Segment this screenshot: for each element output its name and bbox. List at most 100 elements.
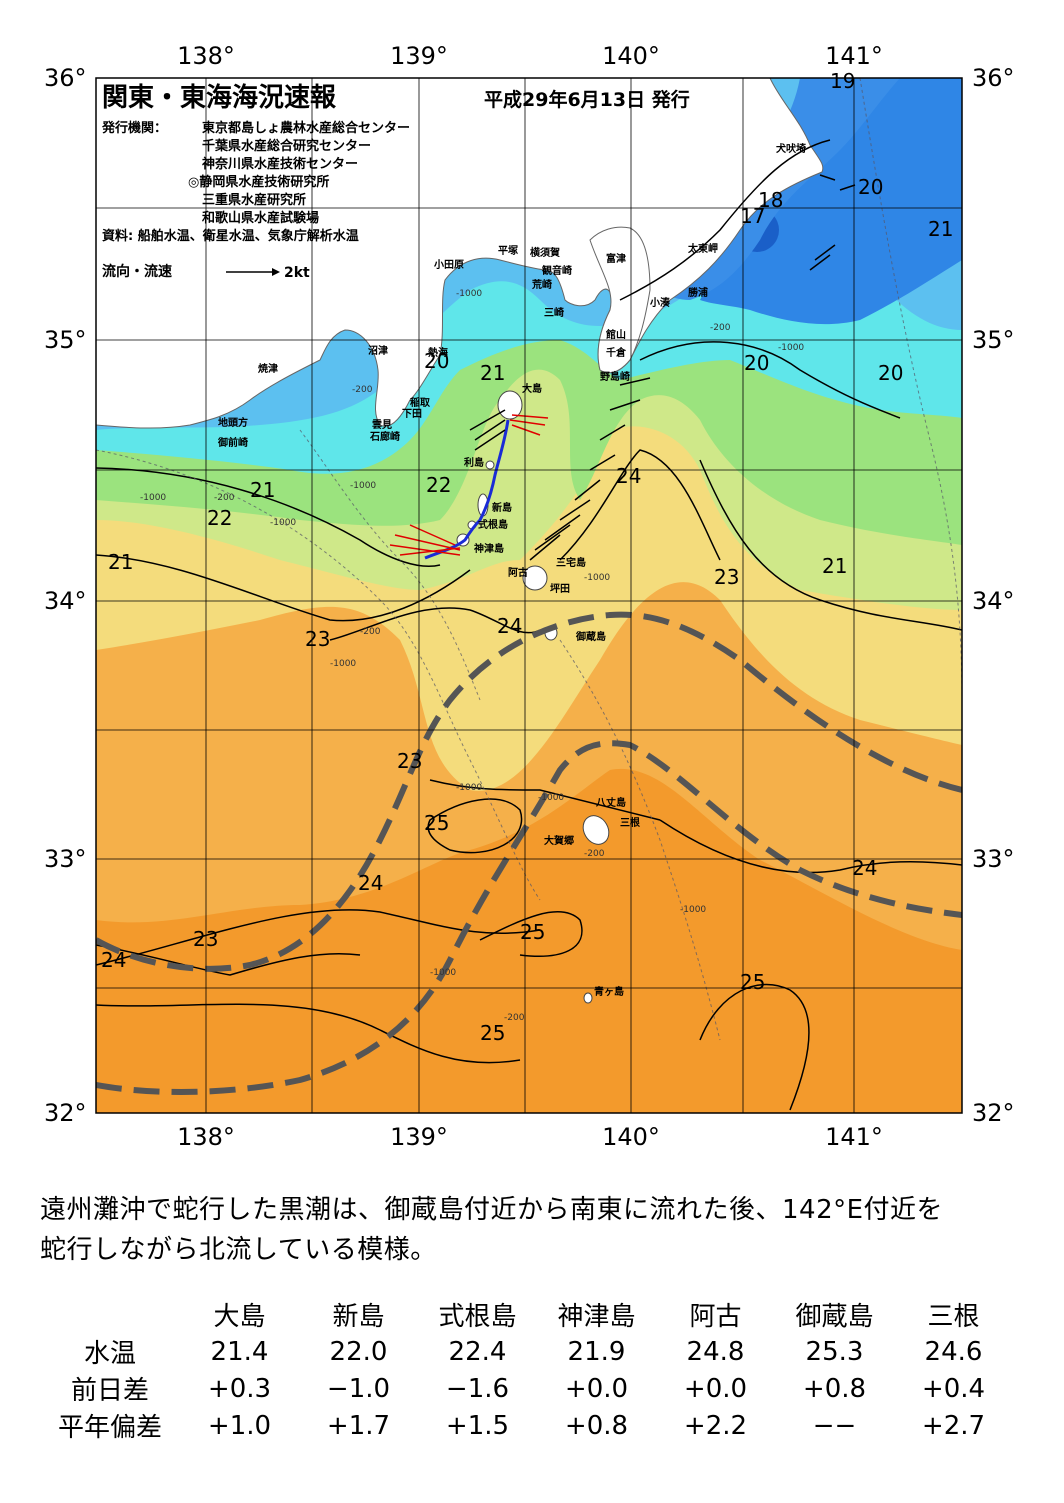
place-taitomisaki: 太東岬 [687, 242, 718, 255]
place-arasaki: 荒崎 [531, 278, 552, 291]
normal-diff-value: +1.7 [326, 1410, 391, 1441]
publisher-tokyo: 東京都島しょ農林水産総合センター [202, 120, 410, 136]
depth-label: -1000 [350, 481, 376, 491]
island-hachijojima [582, 815, 610, 845]
island-oshima [497, 390, 523, 420]
lon-label-top-140: 140° [602, 42, 660, 70]
place-kannonzaki: 観音崎 [542, 264, 572, 277]
station-header: 新島 [332, 1302, 385, 1332]
normal-diff-value: +0.8 [564, 1410, 629, 1441]
iso-label: 19 [830, 69, 855, 93]
place-okago: 大賀郷 [544, 834, 574, 847]
place-atami: 熱海 [428, 346, 448, 359]
iso-label: 25 [520, 920, 545, 944]
depth-label: -200 [352, 385, 373, 395]
iso-label: 21 [480, 361, 505, 385]
island-toshima [485, 460, 495, 470]
place-mikurajima: 御蔵島 [575, 630, 606, 643]
observation-table: 大島 新島 式根島 神津島 阿古 御蔵島 三根 水温 21.4 22.0 22.… [40, 1296, 1013, 1444]
place-katsuura: 勝浦 [688, 286, 708, 299]
depth-label: -1000 [778, 343, 804, 353]
lat-label-right-35: 35° [972, 326, 1015, 354]
lat-label-left-34: 34° [44, 587, 87, 615]
place-oshima: 大島 [522, 382, 542, 395]
iso-label: 18 [758, 188, 783, 212]
depth-label: -1000 [430, 968, 456, 978]
island-aogashima [583, 992, 593, 1004]
day-diff-value: −1.6 [445, 1373, 510, 1404]
temp-value: 24.8 [686, 1336, 745, 1367]
graticule [96, 78, 962, 1113]
lat-label-right-33: 33° [972, 845, 1015, 873]
issue-date: 平成29年6月13日 発行 [484, 88, 690, 111]
place-yokosuka: 横須賀 [530, 246, 560, 259]
place-inatori: 稲取 [410, 396, 431, 409]
place-shikinejima: 式根島 [478, 518, 508, 531]
place-mitsune: 三根 [620, 816, 640, 829]
place-hiratsuka: 平塚 [498, 244, 518, 257]
place-yaizu: 焼津 [258, 362, 278, 375]
iso-label: 23 [193, 927, 218, 951]
row-label-day-diff: 前日差 [70, 1376, 149, 1406]
island-miyakejima [522, 565, 548, 591]
day-diff-value: +0.0 [683, 1373, 748, 1404]
kuroshio-axis [96, 611, 962, 1095]
depth-label: -1000 [330, 659, 356, 669]
iso-label: 22 [426, 473, 451, 497]
station-header: 御蔵島 [795, 1302, 874, 1332]
iso-label: 24 [616, 464, 641, 488]
day-diff-value: +0.8 [802, 1373, 867, 1404]
depth-label: -200 [214, 493, 235, 503]
lat-label-left-33: 33° [44, 845, 87, 873]
table-header-row: 大島 新島 式根島 神津島 阿古 御蔵島 三根 [40, 1296, 1013, 1333]
temp-value: 22.4 [448, 1336, 507, 1367]
iso-label: 21 [822, 554, 847, 578]
row-label-temp: 水温 [83, 1339, 136, 1369]
lon-label-bottom-140: 140° [602, 1123, 660, 1151]
iso-label: 21 [928, 217, 953, 241]
lon-label-bottom-139: 139° [390, 1123, 448, 1151]
iso-label: 23 [714, 565, 739, 589]
iso-label: 17 [740, 204, 765, 228]
iso-label: 20 [744, 351, 769, 375]
station-header: 阿古 [689, 1302, 742, 1332]
iso-label: 24 [852, 856, 877, 880]
lon-label-top-141: 141° [825, 42, 883, 70]
iso-label: 24 [497, 614, 522, 638]
place-tateyama: 館山 [605, 328, 626, 341]
publisher-mie: 三重県水産研究所 [202, 192, 306, 208]
ship-track [424, 419, 510, 560]
place-ako: 阿古 [508, 566, 528, 579]
place-mera: 雲見 [372, 419, 392, 431]
normal-diff-value: +2.2 [683, 1410, 748, 1441]
depth-label: -200 [504, 1013, 525, 1023]
publisher-shizuoka: ◎静岡県水産技術研究所 [188, 174, 329, 190]
station-header: 三根 [927, 1302, 980, 1332]
temp-value: 21.9 [567, 1336, 626, 1367]
iso-label: 21 [250, 478, 275, 502]
iso-label: 20 [858, 175, 883, 199]
station-header: 神津島 [557, 1302, 636, 1332]
place-futtsu: 富津 [606, 252, 626, 265]
depth-label: -1000 [140, 493, 166, 503]
isotherm-lines [96, 139, 962, 1111]
place-aogashima: 青ヶ島 [594, 985, 624, 998]
iso-label: 21 [108, 550, 133, 574]
place-inubozaki: 犬吠埼 [776, 142, 806, 155]
iso-label: 25 [480, 1021, 505, 1045]
current-vectors-red [389, 414, 549, 556]
publisher-chiba: 千葉県水産総合研究センター [202, 138, 371, 154]
depth-label: -200 [710, 323, 731, 333]
place-tsubota: 坪田 [550, 582, 570, 595]
table-row-day-diff: 前日差 +0.3 −1.0 −1.6 +0.0 +0.0 +0.8 +0.4 [40, 1370, 1013, 1407]
temp-value: 25.3 [805, 1336, 864, 1367]
table-row-normal-diff: 平年偏差 +1.0 +1.7 +1.5 +0.8 +2.2 −− +2.7 [40, 1407, 1013, 1444]
place-hachijojima: 八丈島 [595, 796, 626, 809]
land-honshu [96, 78, 824, 429]
temperature-fill-layer [96, 78, 962, 1113]
zone-18 [700, 78, 962, 325]
lon-label-top-138: 138° [177, 42, 235, 70]
place-jitokata: 地頭方 [218, 416, 248, 429]
place-niijima: 新島 [492, 501, 512, 514]
day-diff-value: +0.0 [564, 1373, 629, 1404]
